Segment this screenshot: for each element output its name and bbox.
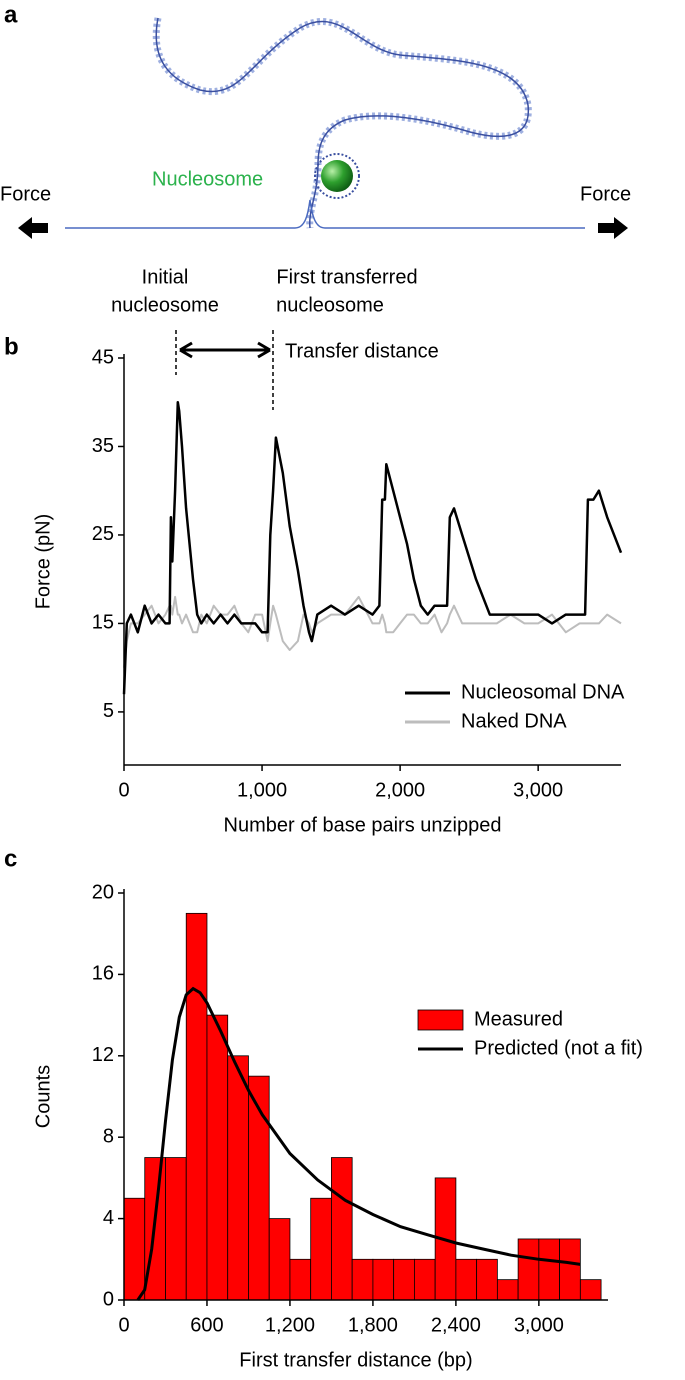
dna-diagram [18,17,628,239]
force-label: Force [580,183,631,205]
y-tick-label: 15 [92,612,114,634]
bar [372,1258,395,1301]
legend-label: Measured [474,1008,563,1030]
panel-label: b [4,333,19,360]
bar [579,1279,602,1301]
annotation: First transferred [276,266,417,288]
distance-arrow [179,341,271,359]
y-tick-label: 4 [103,1207,114,1229]
bar [123,1197,146,1301]
y-axis-label: Force (pN) [32,514,54,610]
bar [559,1238,581,1301]
bar [165,1157,187,1301]
dna-wrap [314,153,360,199]
x-tick-label: 0 [118,1314,129,1336]
bar [227,1055,249,1301]
nucleosome-label: Nucleosome [152,168,263,190]
x-tick-label: 1,800 [348,1314,398,1336]
force-label: Force [0,183,51,205]
x-axis-label: First transfer distance (bp) [239,1349,472,1371]
y-tick-label: 0 [103,1288,114,1310]
bar [517,1238,540,1301]
x-tick-label: 3,000 [513,779,563,801]
y-tick-label: 20 [92,881,114,903]
data-line [122,400,623,695]
bar [206,1014,229,1301]
arrow-left [18,217,48,239]
bar [393,1258,415,1301]
annotation: nucleosome [276,294,384,316]
annotation: Transfer distance [285,340,439,362]
panel-label: a [4,1,18,28]
bar [310,1197,332,1301]
arrow-right [598,217,628,239]
x-tick-label: 1,200 [265,1314,315,1336]
bar [413,1258,436,1301]
annotation: nucleosome [111,294,219,316]
x-tick-label: 0 [118,779,129,801]
bar [476,1258,498,1301]
bar [496,1279,519,1301]
legend-label: Nucleosomal DNA [461,681,625,703]
legend-label: Naked DNA [461,710,567,732]
fit-line [136,986,581,1301]
x-tick-label: 2,000 [375,779,425,801]
y-tick-label: 8 [103,1125,114,1147]
panel-label: c [4,845,17,872]
bar [331,1157,353,1301]
annotation: Initial [142,266,189,288]
x-tick-label: 1,000 [237,779,287,801]
bar [455,1258,478,1301]
dna-strand [155,17,529,229]
y-tick-label: 5 [103,700,114,722]
y-axis-label: Counts [32,1065,54,1128]
bar [351,1258,374,1301]
data-line [123,595,622,668]
x-tick-label: 3,000 [514,1314,564,1336]
legend-swatch [417,1009,464,1031]
legend-label: Predicted (not a fit) [474,1037,643,1059]
x-axis-label: Number of base pairs unzipped [224,814,502,836]
dna-line [65,199,585,229]
y-tick-label: 35 [92,435,114,457]
bar [185,912,208,1301]
bar [268,1218,291,1301]
y-tick-label: 12 [92,1044,114,1066]
bar [538,1238,560,1301]
x-tick-label: 600 [190,1314,223,1336]
y-tick-label: 16 [92,963,114,985]
histone [321,160,353,192]
x-tick-label: 2,400 [431,1314,481,1336]
bar [289,1258,312,1301]
y-tick-label: 25 [92,523,114,545]
y-tick-label: 45 [92,346,114,368]
